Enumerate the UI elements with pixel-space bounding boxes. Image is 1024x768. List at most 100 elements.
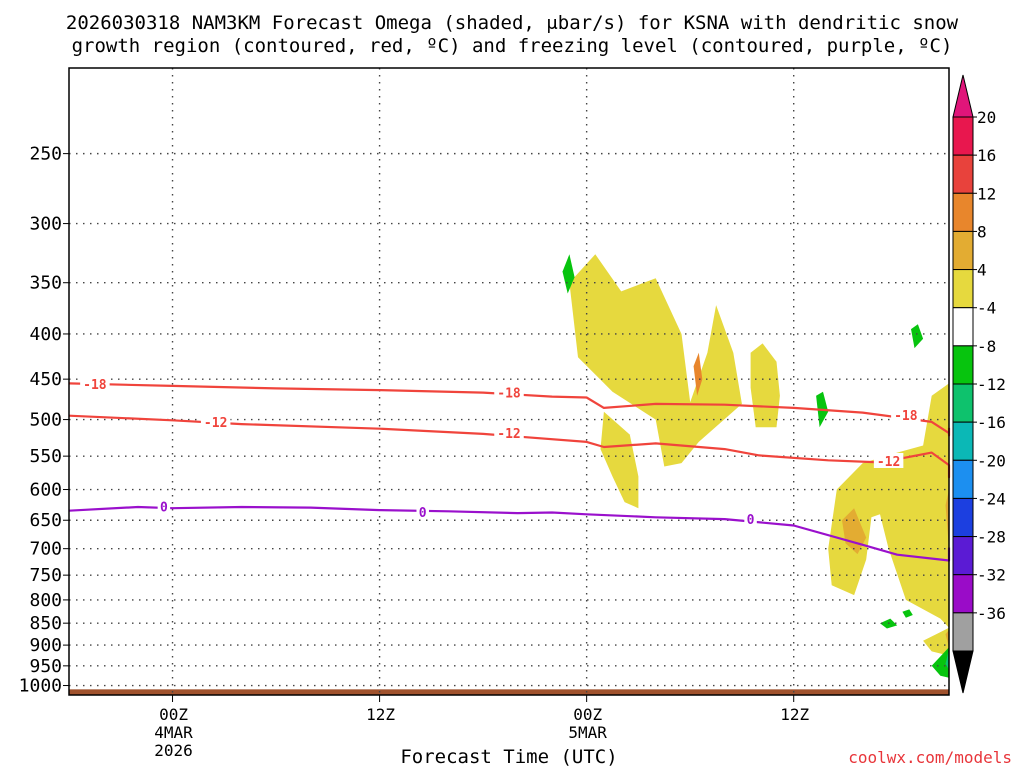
colorbar-label-7: -12 xyxy=(977,375,1006,394)
plot-frame xyxy=(68,67,950,696)
colorbar-label-10: -24 xyxy=(977,489,1006,508)
x-tick-label-3-0: 12Z xyxy=(780,705,809,724)
y-axis: 2503003504004505005506006507007508008509… xyxy=(19,144,69,697)
ground-band xyxy=(69,689,949,695)
colorbar-label-13: -36 xyxy=(977,604,1006,623)
grid-lines xyxy=(69,68,949,695)
contour-label-bg-3 xyxy=(200,413,231,429)
contour-label-7: 0 xyxy=(419,506,427,521)
colorbar-swatch-10 xyxy=(952,497,974,538)
omega-area-18 xyxy=(945,640,949,670)
contour-label-bg-4 xyxy=(494,425,524,441)
y-tick-label-850: 850 xyxy=(29,613,62,634)
x-tick-label-2-0: 00Z xyxy=(573,705,602,724)
colorbar-bottom-arrow xyxy=(952,650,974,694)
colorbar-swatch-4 xyxy=(952,269,974,309)
colorbar-label-3: 8 xyxy=(977,222,987,241)
y-tick-label-1000: 1000 xyxy=(19,676,62,697)
contour-label-0: -18 xyxy=(83,378,107,393)
contour-label-bg-0 xyxy=(80,376,110,392)
contour-label-bg-8 xyxy=(744,511,757,527)
x-tick-label-0-0: 00Z xyxy=(159,705,188,724)
colorbar-label-9: -20 xyxy=(977,451,1006,470)
omega-area-0 xyxy=(569,254,742,467)
colorbar-legend: 20 16 12 8 4 -4 -8 -12 -16 -20 -24 -28 -32 -36 xyxy=(952,74,1006,694)
ground-layer xyxy=(69,689,949,695)
isotherm-contours xyxy=(68,382,951,562)
omega-area-6 xyxy=(842,508,867,555)
y-tick-label-500: 500 xyxy=(29,410,62,431)
y-tick-label-650: 650 xyxy=(29,510,62,531)
x-tick-label-0-1: 4MAR xyxy=(154,723,193,742)
omega-area-8 xyxy=(945,629,949,648)
omega-area-11 xyxy=(562,254,575,294)
omega-area-3 xyxy=(828,383,949,628)
y-tick-label-300: 300 xyxy=(29,214,62,235)
contour-label-1: -18 xyxy=(497,387,521,402)
omega-area-7 xyxy=(945,489,949,549)
contour-label-bg-2 xyxy=(891,406,921,422)
colorbar-swatch-12 xyxy=(952,574,974,614)
colorbar-swatch-1 xyxy=(952,154,974,194)
omega-area-15 xyxy=(902,609,913,618)
colorbar-swatch-8 xyxy=(952,421,974,461)
colorbar-swatch-7 xyxy=(952,383,974,423)
credit-text[interactable]: coolwx.com/models xyxy=(848,748,1012,767)
colorbar-swatch-2 xyxy=(952,192,974,232)
y-tick-label-800: 800 xyxy=(29,590,62,611)
colorbar-top-arrow xyxy=(952,74,974,118)
colorbar-label-12: -32 xyxy=(977,566,1006,585)
contour-label-2: -18 xyxy=(894,409,918,424)
colorbar-swatch-5 xyxy=(952,307,974,347)
title-line-2: growth region (contoured, red, ºC) and f… xyxy=(72,35,953,57)
chart-title: 2026030318 NAM3KM Forecast Omega (shaded… xyxy=(66,12,959,57)
contour-label-bg-7 xyxy=(416,503,429,519)
isotherm-line-1 xyxy=(68,414,951,479)
contour-label-bg-6 xyxy=(157,498,171,514)
colorbar-swatch-9 xyxy=(952,459,974,499)
contour-label-4: -12 xyxy=(497,427,520,442)
colorbar-swatch-0 xyxy=(952,116,974,156)
contour-labels: -18 -18 -18 -12 -12 -12 0 0 0 xyxy=(80,376,921,528)
x-tick-label-2-1: 5MAR xyxy=(568,723,607,742)
y-tick-label-750: 750 xyxy=(29,565,62,586)
omega-area-2 xyxy=(750,343,780,428)
omega-area-1 xyxy=(600,411,639,509)
omega-area-10 xyxy=(693,352,703,396)
contour-label-6: 0 xyxy=(160,500,168,515)
x-tick-label-1-0: 12Z xyxy=(366,705,395,724)
contour-label-3: -12 xyxy=(204,416,227,431)
y-tick-label-950: 950 xyxy=(29,656,62,677)
colorbar-label-4: 4 xyxy=(977,261,987,280)
contour-label-bg-5 xyxy=(873,452,904,468)
colorbar-swatch-13 xyxy=(952,612,974,652)
contour-label-bg-1 xyxy=(494,384,524,400)
y-tick-label-250: 250 xyxy=(29,144,62,165)
title-line-1: 2026030318 NAM3KM Forecast Omega (shaded… xyxy=(66,12,959,34)
y-tick-label-450: 450 xyxy=(29,369,62,390)
y-tick-label-600: 600 xyxy=(29,480,62,501)
y-tick-label-400: 400 xyxy=(29,324,62,345)
colorbar-swatch-3 xyxy=(952,230,974,271)
colorbar-label-5: -4 xyxy=(977,299,996,318)
colorbar-label-1: 16 xyxy=(977,146,996,165)
colorbar-label-0: 20 xyxy=(977,108,996,127)
omega-shading xyxy=(562,254,949,678)
y-tick-label-550: 550 xyxy=(29,446,62,467)
y-tick-label-350: 350 xyxy=(29,273,62,294)
colorbar-label-2: 12 xyxy=(977,184,996,203)
colorbar-label-8: -16 xyxy=(977,413,1006,432)
omega-area-12 xyxy=(911,324,924,349)
colorbar-swatch-11 xyxy=(952,536,974,576)
isotherm-line-2 xyxy=(68,505,951,562)
y-tick-label-900: 900 xyxy=(29,635,62,656)
contour-label-5: -12 xyxy=(877,455,900,470)
omega-area-5 xyxy=(923,627,949,656)
x-tick-label-0-2: 2026 xyxy=(154,741,193,760)
y-tick-label-700: 700 xyxy=(29,539,62,560)
colorbar-swatch-6 xyxy=(952,345,974,385)
x-axis-label: Forecast Time (UTC) xyxy=(400,746,617,768)
contour-label-8: 0 xyxy=(747,513,755,528)
